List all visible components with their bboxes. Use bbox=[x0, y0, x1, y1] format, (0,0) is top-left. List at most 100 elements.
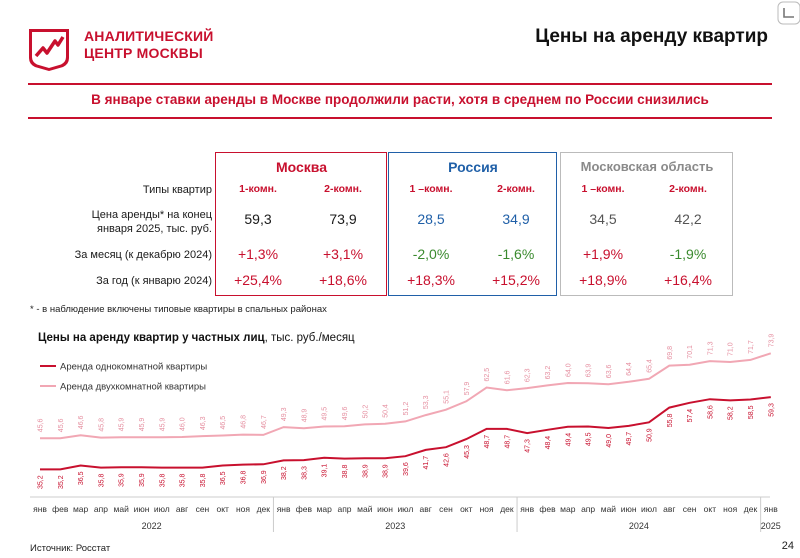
region-russia: Россия bbox=[448, 159, 498, 175]
type-cell: 1 –комн. bbox=[581, 183, 625, 195]
data-label: 55,1 bbox=[444, 390, 451, 404]
region-moscow: Москва bbox=[275, 159, 328, 175]
data-label: 39,1 bbox=[322, 464, 329, 478]
year-label: 2023 bbox=[385, 521, 405, 531]
data-label: 38,3 bbox=[301, 466, 308, 480]
data-label: 42,6 bbox=[444, 453, 451, 467]
data-label: 64,4 bbox=[626, 362, 633, 376]
year-change-cell: +25,4% bbox=[234, 272, 282, 288]
month-change-cell: -1,6% bbox=[497, 246, 535, 262]
russia-box bbox=[388, 152, 557, 296]
data-label: 49,4 bbox=[565, 433, 572, 447]
x-tick-label: авг bbox=[420, 504, 432, 514]
x-tick-label: мар bbox=[560, 504, 576, 514]
data-label: 71,0 bbox=[728, 342, 735, 356]
data-label: 50,9 bbox=[647, 428, 654, 442]
data-label: 35,2 bbox=[38, 475, 45, 489]
type-cell: 2-комн. bbox=[497, 183, 535, 195]
price-cell: 73,9 bbox=[329, 211, 357, 227]
region-moscow-oblast: Московская область bbox=[580, 159, 714, 174]
data-label: 63,6 bbox=[606, 364, 613, 378]
data-label: 55,8 bbox=[667, 413, 674, 427]
data-label: 48,4 bbox=[545, 436, 552, 450]
page-number: 24 bbox=[781, 540, 794, 552]
data-label: 49,5 bbox=[322, 407, 329, 421]
logo-text-line2: ЦЕНТР МОСКВЫ bbox=[84, 45, 203, 61]
data-label: 35,8 bbox=[159, 473, 166, 487]
row-label-price-1: Цена аренды* на конец bbox=[91, 209, 212, 221]
x-tick-label: сен bbox=[196, 504, 210, 514]
x-tick-label: июн bbox=[621, 504, 637, 514]
x-tick-label: янв bbox=[520, 504, 534, 514]
data-label: 58,5 bbox=[748, 405, 755, 419]
data-label: 38,2 bbox=[281, 466, 288, 480]
data-label: 35,8 bbox=[180, 473, 187, 487]
data-label: 57,9 bbox=[464, 382, 471, 396]
data-label: 47,3 bbox=[525, 439, 532, 453]
data-label: 71,3 bbox=[707, 341, 714, 355]
series-line bbox=[40, 396, 771, 471]
x-tick-label: фев bbox=[52, 504, 69, 514]
month-change-cell: +3,1% bbox=[322, 246, 364, 262]
year-label: 2025 bbox=[761, 521, 781, 531]
data-label: 45,9 bbox=[139, 418, 146, 432]
header-divider-bottom bbox=[28, 117, 772, 119]
data-label: 35,8 bbox=[98, 473, 105, 487]
x-tick-label: окт bbox=[216, 504, 229, 514]
type-cell: 2-комн. bbox=[324, 183, 362, 195]
logo-emblem bbox=[29, 29, 69, 71]
type-cell: 1-комн. bbox=[239, 183, 277, 195]
data-label: 62,5 bbox=[484, 368, 491, 382]
data-label: 71,7 bbox=[748, 340, 755, 354]
data-label: 35,2 bbox=[58, 475, 65, 489]
year-label: 2024 bbox=[629, 521, 649, 531]
data-label: 65,4 bbox=[647, 359, 654, 373]
moscow-box bbox=[215, 152, 387, 296]
x-tick-label: июн bbox=[134, 504, 150, 514]
year-change-cell: +18,9% bbox=[579, 272, 627, 288]
price-cell: 28,5 bbox=[417, 211, 445, 227]
share-icon[interactable] bbox=[776, 0, 800, 26]
x-tick-label: май bbox=[114, 504, 130, 514]
month-change-cell: -2,0% bbox=[412, 246, 450, 262]
chart-title-units: , тыс. руб./месяц bbox=[264, 332, 355, 344]
chart-title-bold: Цены на аренду квартир у частных лиц bbox=[38, 332, 265, 344]
x-tick-label: июл bbox=[397, 504, 413, 514]
x-tick-label: янв bbox=[277, 504, 291, 514]
footnote: * - в наблюдение включены типовые кварти… bbox=[30, 304, 327, 315]
data-label: 63,2 bbox=[545, 366, 552, 380]
chart-title: Цены на аренду квартир у частных лиц, ты… bbox=[38, 332, 355, 344]
data-label: 41,7 bbox=[423, 456, 430, 470]
row-label-month: За месяц (к декабрю 2024) bbox=[74, 249, 212, 261]
x-tick-label: фев bbox=[539, 504, 556, 514]
data-label: 53,3 bbox=[423, 395, 430, 409]
x-tick-label: сен bbox=[683, 504, 697, 514]
data-label: 48,9 bbox=[301, 409, 308, 423]
data-label: 45,6 bbox=[58, 418, 65, 432]
slide-subtitle: В январе ставки аренды в Москве продолжи… bbox=[91, 92, 709, 107]
x-tick-label: фев bbox=[296, 504, 313, 514]
x-tick-label: авг bbox=[176, 504, 188, 514]
month-change-cell: +1,9% bbox=[582, 246, 624, 262]
data-label: 38,8 bbox=[342, 464, 349, 478]
data-label: 51,2 bbox=[403, 402, 410, 416]
data-label: 35,9 bbox=[119, 473, 126, 487]
data-label: 45,9 bbox=[119, 418, 126, 432]
data-label: 69,8 bbox=[667, 346, 674, 360]
data-label: 48,7 bbox=[504, 435, 511, 449]
x-tick-label: мар bbox=[73, 504, 89, 514]
x-tick-label: сен bbox=[439, 504, 453, 514]
month-change-cell: +1,3% bbox=[237, 246, 279, 262]
x-tick-label: май bbox=[601, 504, 617, 514]
year-change-cell: +15,2% bbox=[492, 272, 540, 288]
x-tick-label: мар bbox=[317, 504, 333, 514]
legend-label: Аренда однокомнатной квартиры bbox=[60, 362, 207, 373]
month-change-cell: -1,9% bbox=[669, 246, 707, 262]
data-label: 50,4 bbox=[383, 404, 390, 418]
row-label-price-2: января 2025, тыс. руб. bbox=[97, 223, 212, 235]
data-label: 70,1 bbox=[687, 345, 694, 359]
data-label: 35,9 bbox=[139, 473, 146, 487]
year-label: 2022 bbox=[142, 521, 162, 531]
data-label: 39,6 bbox=[403, 462, 410, 476]
data-label: 62,3 bbox=[525, 368, 532, 382]
